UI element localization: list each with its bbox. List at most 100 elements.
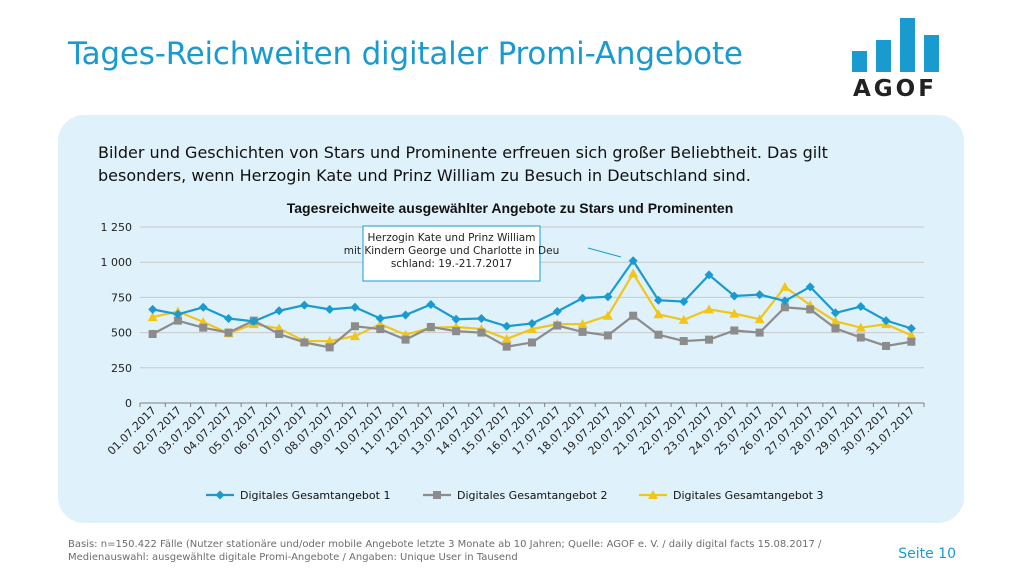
annotation-text: mit Kindern George und Charlotte in Deu	[344, 245, 559, 257]
data-point	[148, 330, 157, 339]
data-point	[678, 314, 689, 324]
data-point	[527, 318, 537, 328]
data-point	[906, 330, 917, 340]
data-point	[805, 282, 815, 292]
data-point	[198, 302, 208, 312]
data-point	[375, 314, 385, 324]
data-point	[426, 322, 435, 331]
data-point	[376, 325, 385, 334]
data-point	[628, 268, 639, 278]
y-tick-label: 750	[111, 291, 132, 304]
legend-label: Digitales Gesamtangebot 2	[457, 489, 607, 502]
logo-bar-1	[852, 51, 867, 72]
data-point	[806, 305, 815, 314]
data-point	[654, 330, 663, 339]
legend-label: Digitales Gesamtangebot 3	[673, 489, 823, 502]
data-point	[299, 300, 309, 310]
data-point	[527, 324, 537, 334]
data-point	[730, 326, 739, 335]
data-point	[147, 312, 158, 322]
annotation-box	[362, 225, 541, 282]
data-point	[578, 327, 587, 336]
data-point	[754, 314, 765, 324]
data-point	[729, 291, 739, 301]
data-point	[679, 337, 688, 346]
data-point	[907, 337, 916, 346]
data-point	[224, 328, 233, 337]
data-point	[780, 303, 789, 312]
data-point	[173, 316, 182, 325]
data-point	[325, 304, 335, 314]
y-tick-label: 1 250	[101, 221, 133, 234]
data-point	[148, 304, 158, 314]
data-point	[274, 306, 284, 316]
data-point	[199, 323, 208, 332]
y-tick-label: 0	[125, 397, 132, 410]
y-axis-ticks: 0 250 500 750 1 000 1 250	[101, 221, 133, 410]
data-point	[629, 311, 638, 320]
data-point	[906, 323, 916, 333]
data-point	[275, 330, 284, 339]
data-point	[729, 308, 740, 318]
data-point	[648, 490, 658, 499]
logo-bar-3	[900, 18, 915, 72]
data-point	[426, 299, 436, 309]
annotation-leader	[587, 247, 622, 258]
data-point	[401, 335, 410, 344]
data-point	[528, 338, 536, 347]
content-panel	[58, 115, 964, 523]
data-point	[349, 331, 360, 341]
data-point	[476, 314, 486, 324]
data-point	[653, 295, 663, 305]
data-point	[477, 328, 486, 337]
data-point	[215, 490, 225, 500]
footnote: Basis: n=150.422 Fälle (Nutzer stationär…	[68, 539, 822, 563]
line-chart: Tagesreichweite ausgewählter Angebote zu…	[101, 200, 925, 502]
data-point	[224, 314, 234, 324]
data-point	[755, 328, 764, 337]
data-point	[552, 306, 562, 316]
data-point	[855, 322, 866, 332]
y-tick-label: 250	[111, 362, 132, 375]
data-point	[602, 310, 613, 320]
page-number: Seite 10	[898, 546, 956, 562]
data-point	[679, 297, 689, 307]
data-point	[350, 322, 359, 331]
data-point	[831, 324, 840, 333]
data-point	[830, 316, 841, 326]
data-point	[433, 491, 441, 499]
data-point	[249, 316, 259, 326]
logo-text: AGOF	[853, 76, 937, 102]
data-point	[779, 281, 790, 291]
data-point	[501, 333, 512, 343]
data-point	[502, 321, 512, 331]
data-point	[755, 290, 765, 300]
x-axis-ticks: 01.07.201702.07.201703.07.201704.07.2017…	[105, 404, 917, 458]
agof-logo: AGOF	[852, 18, 942, 102]
data-point	[451, 314, 461, 324]
legend-label: Digitales Gesamtangebot 1	[240, 489, 390, 502]
data-point	[350, 302, 360, 312]
data-point	[603, 331, 612, 340]
chart-series	[147, 256, 917, 352]
annotation-text: Herzogin Kate und Prinz William	[368, 232, 536, 244]
data-point	[300, 338, 309, 347]
data-point	[653, 309, 664, 319]
data-point	[830, 308, 840, 318]
data-point	[628, 256, 638, 266]
data-point	[502, 342, 511, 351]
data-point	[705, 335, 714, 344]
data-point	[401, 310, 411, 320]
data-point	[856, 302, 866, 312]
data-point	[578, 293, 588, 303]
data-point	[325, 343, 334, 352]
intro-text: Bilder und Geschichten von Stars und Pro…	[98, 143, 828, 185]
data-point	[704, 270, 714, 280]
data-point	[704, 304, 715, 314]
data-point	[553, 321, 562, 330]
data-point	[577, 319, 588, 329]
chart-title: Tagesreichweite ausgewählter Angebote zu…	[287, 200, 734, 216]
series-group	[148, 256, 916, 333]
y-tick-label: 500	[111, 327, 132, 340]
